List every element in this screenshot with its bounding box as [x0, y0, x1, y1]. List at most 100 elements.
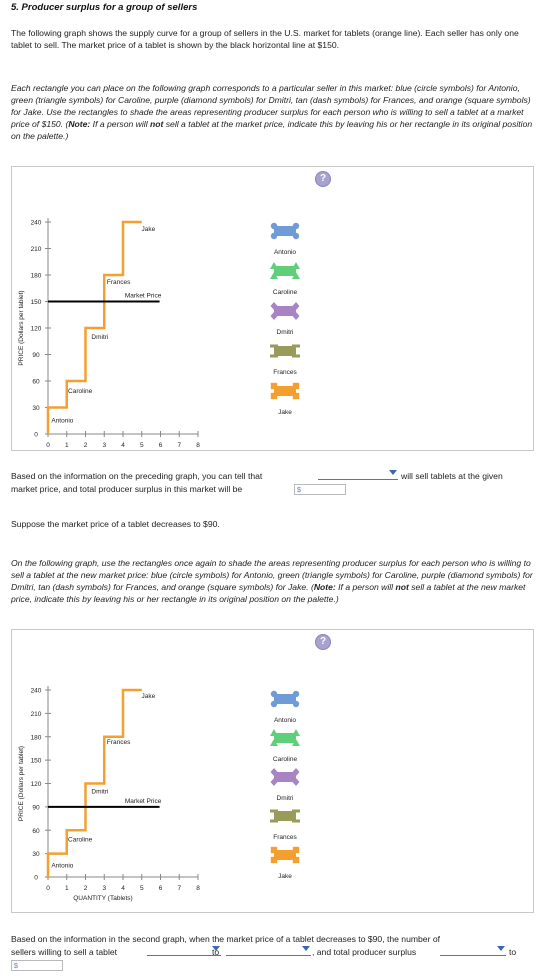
circle-icon[interactable] [270, 690, 278, 698]
triangle-icon[interactable] [292, 262, 300, 269]
palette-frances-rect[interactable] [270, 809, 300, 823]
palette-rect-body[interactable] [274, 772, 296, 782]
square-icon[interactable] [270, 392, 278, 400]
y-axis-label: PRICE (Dollars per tablet) [18, 290, 25, 365]
dash-icon[interactable] [292, 354, 300, 358]
palette-dmitri-rect[interactable] [270, 302, 300, 320]
x-tick-label: 4 [121, 885, 125, 892]
diamond-icon[interactable] [292, 312, 300, 320]
chevron-down-icon [302, 946, 310, 951]
palette-label-frances: Frances [273, 834, 297, 841]
triangle-icon[interactable] [292, 729, 300, 736]
sellers-dropdown-1[interactable] [318, 469, 398, 480]
triangle-icon[interactable] [292, 739, 300, 746]
circle-icon[interactable] [292, 690, 300, 698]
direction-dropdown-1[interactable] [147, 945, 221, 956]
palette-caroline-rect[interactable] [270, 729, 300, 746]
instructions-2-lead: On the following graph, use the rectangl… [11, 558, 533, 592]
circle-icon[interactable] [292, 222, 300, 230]
x-tick-label: 0 [46, 442, 50, 449]
section-title: 5. Producer surplus for a group of selle… [11, 2, 198, 13]
palette-label-antonio: Antonio [274, 717, 296, 724]
triangle-icon[interactable] [270, 729, 278, 736]
circle-icon[interactable] [270, 222, 278, 230]
producer-surplus-input-2[interactable]: $ [11, 960, 63, 971]
x-tick-label: 0 [46, 885, 50, 892]
square-icon[interactable] [292, 856, 300, 864]
palette-rect-body[interactable] [274, 694, 296, 704]
square-icon[interactable] [270, 382, 278, 390]
circle-icon[interactable] [270, 232, 278, 240]
y-tick-label: 60 [32, 379, 40, 386]
dash-icon[interactable] [270, 819, 278, 823]
producer-surplus-input-1[interactable]: $ [294, 484, 346, 495]
palette-rect-body[interactable] [274, 811, 296, 821]
count-dropdown[interactable] [226, 945, 311, 956]
palette-rect-body[interactable] [274, 266, 296, 276]
palette-jake-rect[interactable] [270, 846, 300, 864]
dash-icon[interactable] [292, 344, 300, 348]
square-icon[interactable] [292, 846, 300, 854]
diamond-icon[interactable] [292, 302, 300, 310]
supply-curve [46, 220, 142, 434]
x-tick-label: 2 [84, 442, 88, 449]
circle-icon[interactable] [292, 700, 300, 708]
question-1-part2: will sell tablets at the given [401, 471, 503, 481]
y-tick-label: 150 [31, 299, 42, 306]
square-icon[interactable] [270, 856, 278, 864]
triangle-icon[interactable] [270, 272, 278, 279]
dash-icon[interactable] [270, 809, 278, 813]
palette-rect-body[interactable] [274, 226, 296, 236]
seller-label-dmitri: Dmitri [91, 789, 108, 796]
triangle-icon[interactable] [270, 739, 278, 746]
y-tick-label: 210 [31, 711, 42, 718]
palette-rect-body[interactable] [274, 733, 296, 743]
y-tick-label: 60 [32, 828, 40, 835]
market-price-label: Market Price [125, 293, 162, 300]
question-1-part3: market price, and total producer surplus… [11, 484, 243, 494]
price-change-text: Suppose the market price of a tablet dec… [11, 519, 220, 529]
to-text-1: to [212, 947, 220, 957]
square-icon[interactable] [292, 392, 300, 400]
dash-icon[interactable] [292, 809, 300, 813]
palette-rect-body[interactable] [274, 850, 296, 860]
square-icon[interactable] [270, 846, 278, 854]
diamond-icon[interactable] [292, 768, 300, 776]
instructions-1-note: Note: [68, 119, 91, 129]
palette-jake-rect[interactable] [270, 382, 300, 400]
circle-icon[interactable] [270, 700, 278, 708]
triangle-icon[interactable] [292, 272, 300, 279]
diamond-icon[interactable] [270, 778, 278, 786]
dash-icon[interactable] [292, 819, 300, 823]
dash-icon[interactable] [270, 344, 278, 348]
palette-rect-body[interactable] [274, 306, 296, 316]
palette-rect-body[interactable] [274, 386, 296, 396]
palette-dmitri-rect[interactable] [270, 768, 300, 786]
help-icon[interactable]: ? [315, 171, 331, 187]
instructions-2-not: not [395, 582, 409, 592]
palette-frances-rect[interactable] [270, 344, 300, 358]
direction-dropdown-2[interactable] [440, 945, 506, 956]
palette-antonio-rect[interactable] [270, 690, 300, 708]
help-icon[interactable]: ? [315, 634, 331, 650]
y-tick-label: 30 [32, 851, 40, 858]
diamond-icon[interactable] [292, 778, 300, 786]
palette-rect-body[interactable] [274, 346, 296, 356]
palette-antonio-rect[interactable] [270, 222, 300, 240]
instructions-1-not: not [150, 119, 164, 129]
chevron-down-icon [212, 946, 220, 951]
palette-caroline-rect[interactable] [270, 262, 300, 279]
dash-icon[interactable] [270, 354, 278, 358]
triangle-icon[interactable] [270, 262, 278, 269]
diamond-icon[interactable] [270, 312, 278, 320]
square-icon[interactable] [292, 382, 300, 390]
x-tick-label: 5 [140, 885, 144, 892]
diamond-icon[interactable] [270, 768, 278, 776]
question-2-part1: Based on the information in the second g… [11, 934, 440, 944]
circle-icon[interactable] [292, 232, 300, 240]
diamond-icon[interactable] [270, 302, 278, 310]
question-1-part1: Based on the information on the precedin… [11, 471, 263, 481]
x-tick-label: 7 [177, 885, 181, 892]
intro-paragraph: The following graph shows the supply cur… [11, 28, 519, 50]
instructions-1-mid: If a person will [90, 119, 150, 129]
